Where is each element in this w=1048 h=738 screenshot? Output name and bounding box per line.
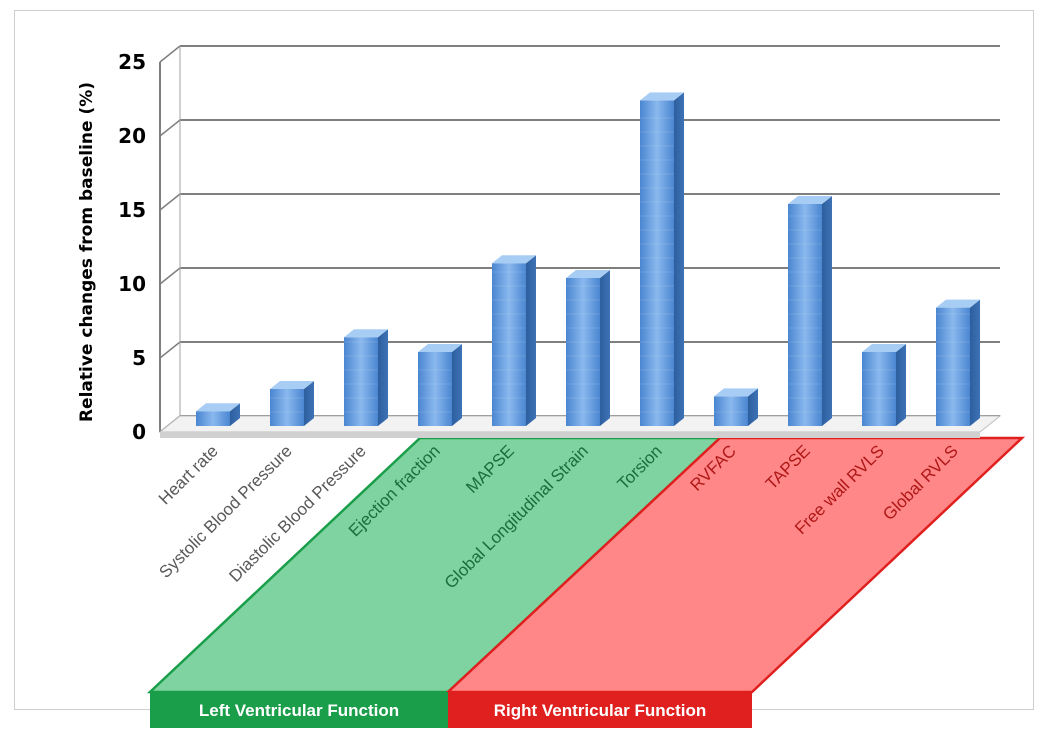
x-category-label: Systolic Blood Pressure bbox=[155, 441, 295, 581]
y-tick-label: 10 bbox=[118, 272, 146, 296]
y-tick-label: 15 bbox=[118, 198, 146, 222]
bar bbox=[344, 329, 388, 426]
y-axis-label: Relative changes from baseline (%) bbox=[77, 82, 97, 422]
group-label-bg-0 bbox=[150, 692, 448, 728]
bar bbox=[566, 270, 610, 426]
bar bbox=[492, 255, 536, 426]
group-label-bg-1 bbox=[448, 692, 752, 728]
y-tick-label: 20 bbox=[118, 124, 146, 148]
y-tick-label: 0 bbox=[132, 420, 146, 444]
bar bbox=[714, 388, 758, 426]
bar bbox=[640, 92, 684, 427]
bar bbox=[936, 299, 980, 426]
bars bbox=[196, 92, 980, 427]
y-tick-labels: 0 5 10 15 20 25 bbox=[118, 50, 146, 444]
y-tick-label: 5 bbox=[132, 346, 146, 370]
bar bbox=[788, 196, 832, 426]
bar bbox=[196, 403, 240, 426]
group-labels: Left Ventricular Function Right Ventricul… bbox=[150, 692, 752, 728]
x-category-label: Heart rate bbox=[155, 441, 222, 508]
group-label-0: Left Ventricular Function bbox=[199, 701, 399, 720]
bar bbox=[270, 381, 314, 426]
group-panels bbox=[146, 436, 1026, 694]
y-tick-label: 25 bbox=[118, 50, 146, 74]
group-label-1: Right Ventricular Function bbox=[494, 701, 707, 720]
bar bbox=[862, 344, 906, 426]
bar bbox=[418, 344, 462, 426]
